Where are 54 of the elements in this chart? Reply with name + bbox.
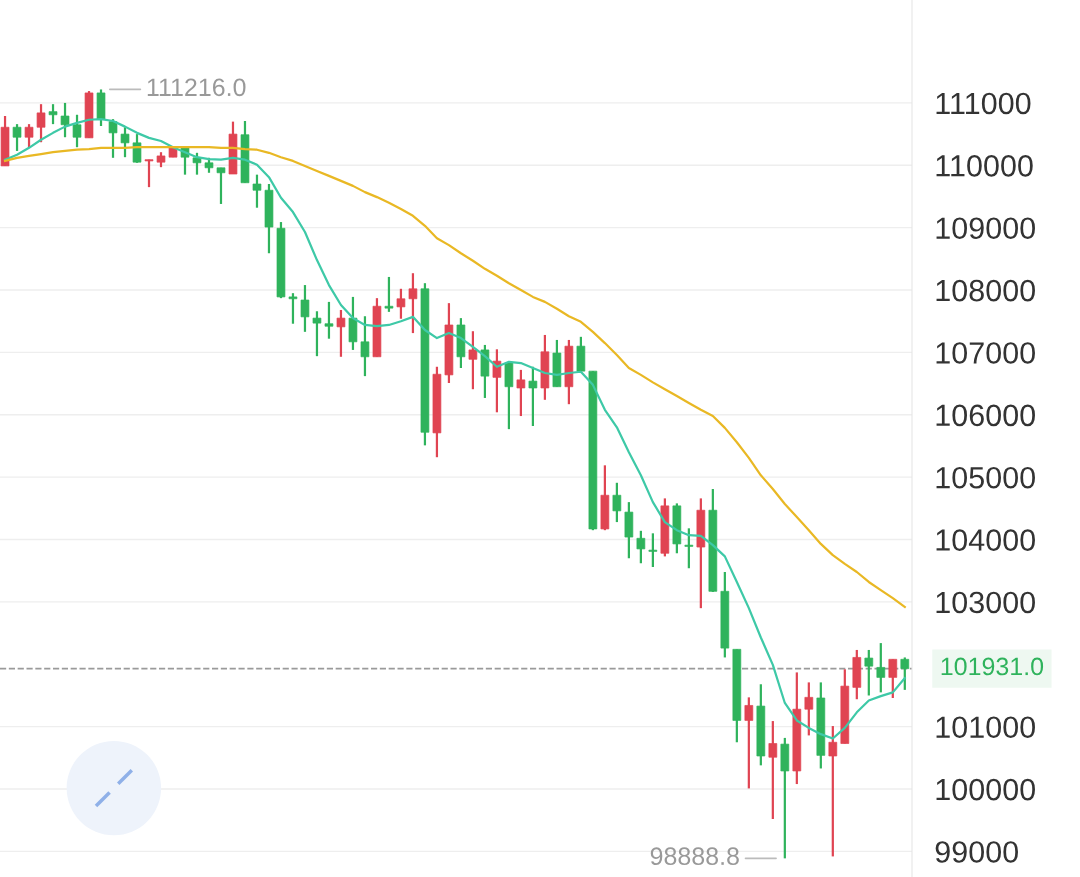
candlestick <box>120 126 130 159</box>
y-tick-label: 104000 <box>936 529 1035 551</box>
candlestick <box>60 101 70 139</box>
y-tick-label: 100000 <box>936 778 1035 801</box>
candlestick <box>132 133 142 164</box>
candlestick <box>900 656 910 691</box>
candlestick <box>312 310 322 358</box>
candlestick <box>348 295 358 352</box>
candlestick <box>396 287 406 320</box>
candlestick <box>108 118 118 159</box>
candlestick <box>216 166 226 206</box>
candlestick <box>516 368 526 418</box>
candlestick <box>12 123 22 153</box>
candlestick <box>72 113 82 149</box>
candlestick <box>360 315 370 378</box>
candlestick <box>684 527 694 570</box>
ref-line-label: 101931.0 <box>941 657 1044 676</box>
candlestick <box>384 275 394 313</box>
candlestick <box>252 173 262 209</box>
candlestick <box>408 272 418 335</box>
candlestick <box>804 681 814 737</box>
y-tick-label: 101000 <box>936 716 1035 739</box>
candlestick <box>144 158 154 189</box>
candlestick <box>612 481 622 524</box>
candlestick <box>504 360 514 431</box>
y-tick-label: 99000 <box>935 841 1018 863</box>
candlestick <box>36 103 46 144</box>
y-tick-label: 110000 <box>936 155 1033 177</box>
candlestick <box>828 724 838 858</box>
y-tick-label: 107000 <box>936 342 1035 364</box>
candlestick <box>324 300 334 340</box>
candlestick <box>300 283 310 333</box>
candlestick <box>768 719 778 821</box>
y-tick-label: 108000 <box>936 279 1035 302</box>
annotation: 111216.0 <box>147 78 246 97</box>
candlestick <box>744 696 754 790</box>
candlestick <box>864 648 874 697</box>
candlestick <box>636 529 646 565</box>
y-tick-label: 106000 <box>936 404 1035 427</box>
candlestick <box>48 103 58 126</box>
candlestick <box>876 641 886 694</box>
y-tick-label: 111000 <box>936 92 1031 115</box>
candlestick <box>336 308 346 358</box>
y-tick-label: 105000 <box>936 466 1035 489</box>
candlestick <box>468 330 478 391</box>
candlestick <box>192 151 202 176</box>
candlestick <box>888 658 898 700</box>
candlestick <box>492 348 502 414</box>
y-tick-label: 103000 <box>936 591 1035 614</box>
annotation: 98888.8 <box>650 847 739 866</box>
candlestick <box>24 123 34 149</box>
candlestick <box>288 292 298 325</box>
y-tick-label: 109000 <box>936 217 1035 240</box>
candlestick <box>648 532 658 569</box>
